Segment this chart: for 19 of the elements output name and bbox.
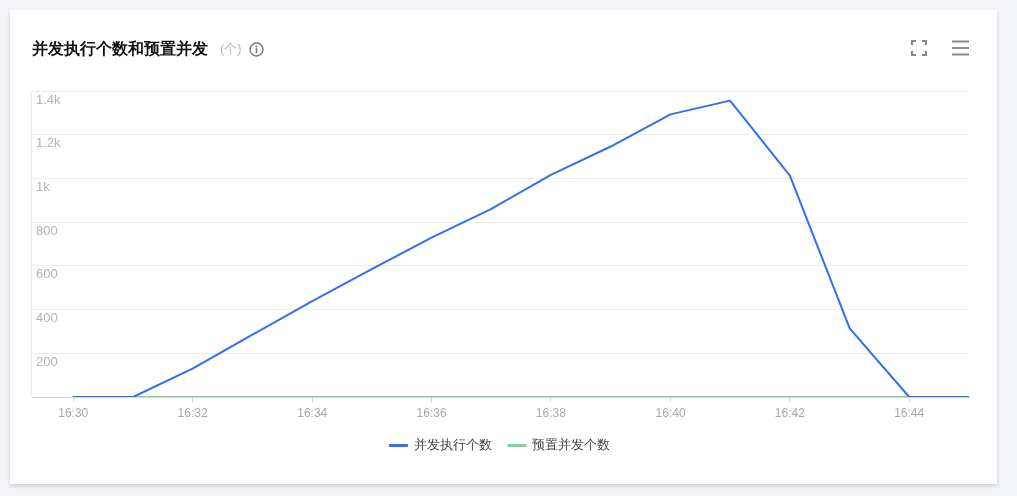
chart-subtitle: (个) xyxy=(220,40,242,58)
legend-label: 预置并发个数 xyxy=(532,437,610,453)
x-tick-label: 16:36 xyxy=(416,405,447,420)
y-tick-label: 400 xyxy=(36,310,58,326)
x-tick-label: 16:38 xyxy=(535,405,567,420)
chart-title: 并发执行个数和预置并发 xyxy=(32,38,208,59)
y-tick-label: 200 xyxy=(36,353,58,369)
y-tick-label: 1.4k xyxy=(36,91,62,107)
y-tick-label: 1k xyxy=(36,179,51,195)
x-tick-label: 16:34 xyxy=(297,405,328,420)
y-tick-label: 600 xyxy=(36,266,58,282)
legend-label: 并发执行个数 xyxy=(413,437,492,453)
y-tick-label: 800 xyxy=(36,222,58,238)
x-tick-label: 16:42 xyxy=(774,405,806,420)
x-tick-label: 16:40 xyxy=(655,405,686,420)
x-tick-label: 16:32 xyxy=(177,405,208,420)
x-tick-label: 16:30 xyxy=(58,405,89,420)
x-tick-label: 16:44 xyxy=(894,405,925,420)
y-tick-label: 1.2k xyxy=(36,135,62,151)
